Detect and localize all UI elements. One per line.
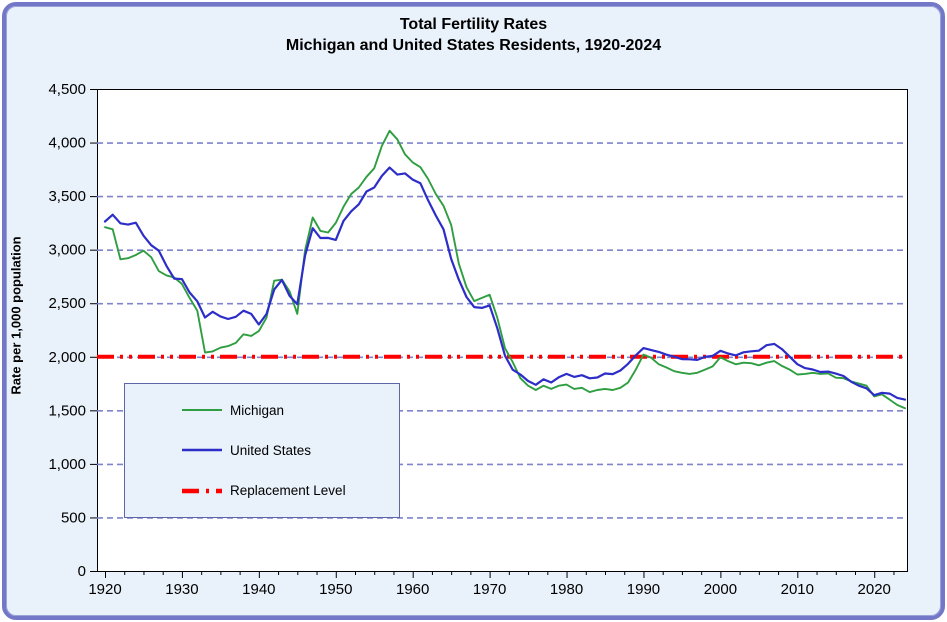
x-tick-label-1990: 1990	[627, 581, 660, 598]
y-tick-label-500: 500	[61, 509, 86, 526]
legend-label-replacement-level: Replacement Level	[230, 483, 346, 499]
y-tick-label-0: 0	[78, 563, 86, 580]
legend-item-michigan: Michigan	[125, 395, 399, 425]
replacement-level-line-sample	[182, 488, 222, 494]
series-line-united-states	[103, 166, 907, 401]
y-tick-label-3,000: 3,000	[48, 242, 86, 259]
y-tick-label-4,000: 4,000	[48, 135, 86, 152]
y-tick-label-2,000: 2,000	[48, 349, 86, 366]
chart-title-line1: Total Fertility Rates	[399, 16, 548, 33]
y-tick-label-1,000: 1,000	[48, 456, 86, 473]
y-axis-title: Rate per 1,000 population	[8, 236, 24, 395]
united-states-line-sample	[182, 449, 222, 452]
legend-item-replacement-level: Replacement Level	[125, 476, 399, 506]
legend-label-michigan: Michigan	[230, 402, 285, 418]
y-tick-label-2,500: 2,500	[48, 295, 86, 312]
legend-item-united-states: United States	[125, 435, 399, 465]
y-tick-label-4,500: 4,500	[48, 81, 86, 98]
x-tick-label-2010: 2010	[781, 581, 814, 598]
michigan-line-sample	[182, 409, 222, 412]
x-tick-label-1960: 1960	[396, 581, 429, 598]
x-tick-label-1940: 1940	[242, 581, 275, 598]
y-tick-label-1,500: 1,500	[48, 402, 86, 419]
legend-box: Michigan United States Replacement Level	[124, 383, 400, 518]
chart-title-line2: Michigan and United States Residents, 19…	[285, 37, 662, 54]
chart-title: Total Fertility Rates Michigan and Unite…	[0, 14, 947, 56]
x-tick-label-1970: 1970	[473, 581, 506, 598]
x-tick-label-2000: 2000	[704, 581, 737, 598]
x-tick-label-1980: 1980	[550, 581, 583, 598]
series-line-michigan	[104, 129, 906, 410]
x-tick-label-1930: 1930	[165, 581, 198, 598]
x-tick-label-2020: 2020	[858, 581, 891, 598]
x-tick-label-1920: 1920	[88, 581, 121, 598]
y-tick-label-3,500: 3,500	[48, 188, 86, 205]
legend-label-united-states: United States	[230, 442, 312, 458]
x-tick-label-1950: 1950	[319, 581, 352, 598]
